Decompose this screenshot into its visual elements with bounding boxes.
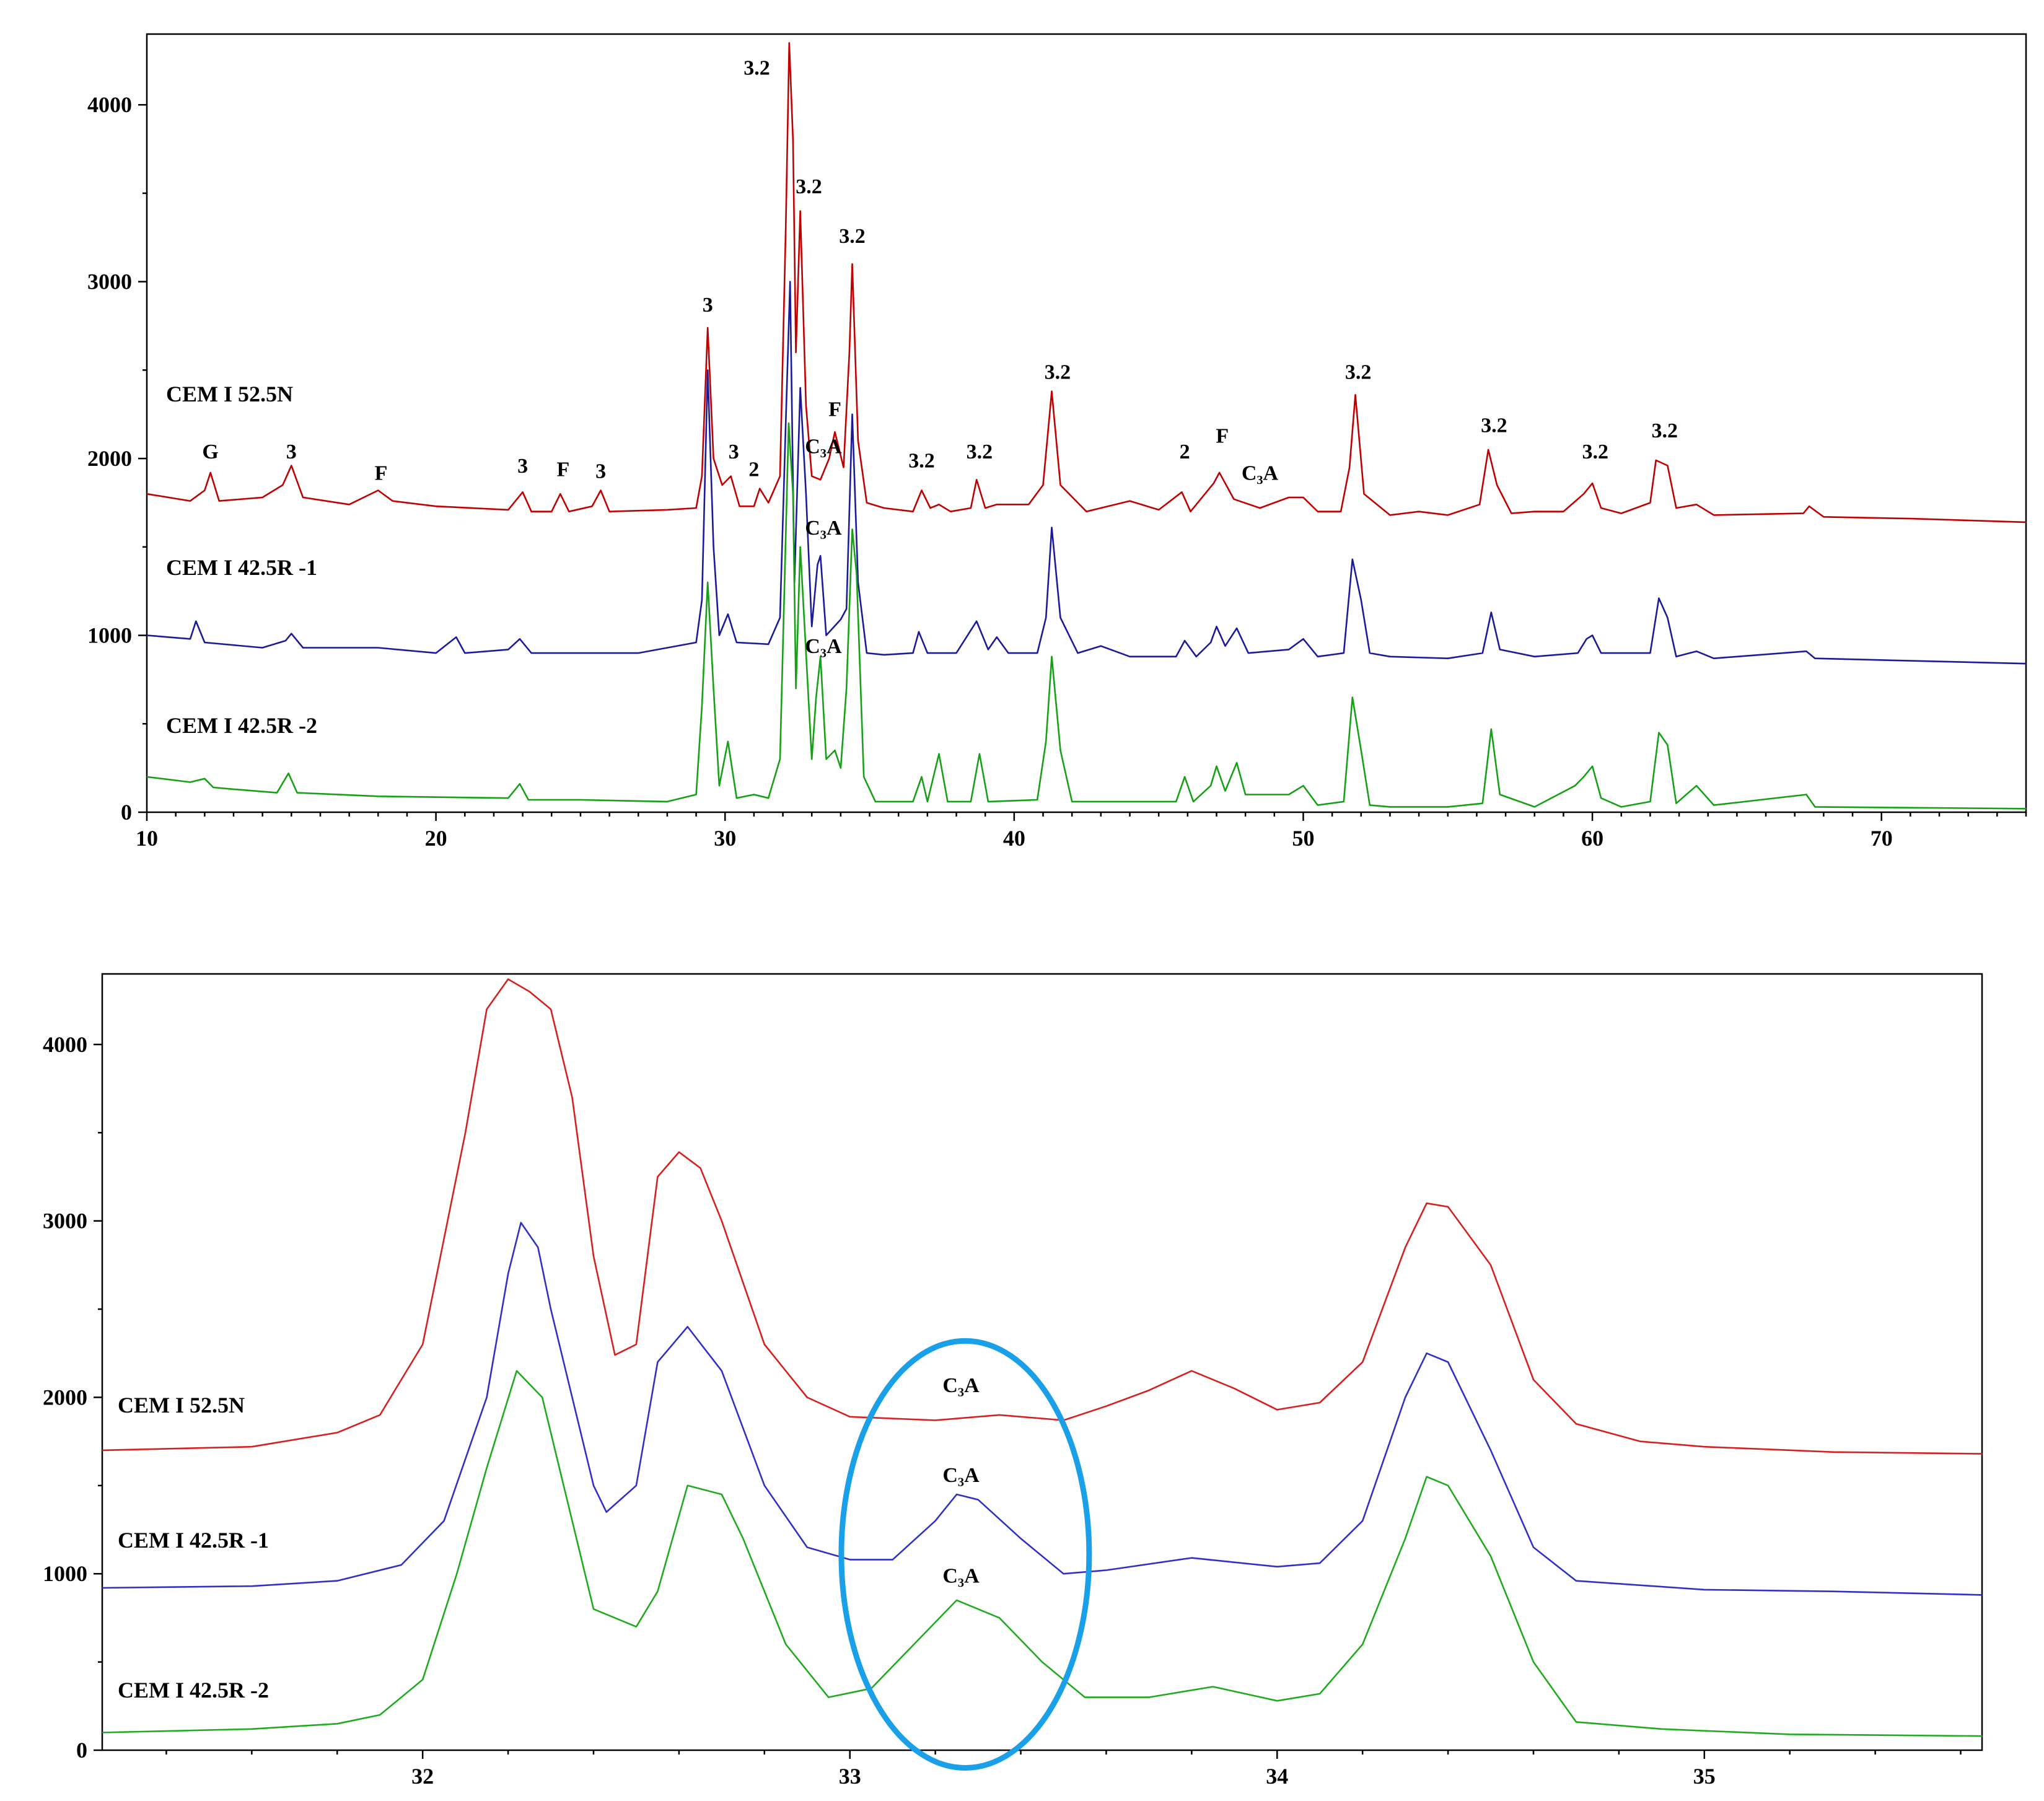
y-tick-label: 0 [76,1738,87,1763]
x-tick-label: 10 [136,826,158,851]
series-label: CEM I 42.5R -2 [118,1678,269,1702]
chart-top-full-range: 0 1000 2000 3000 4000 10 20 30 40 50 60 70 CEM I 52.… [87,33,2027,851]
peak-annotation: C₃A [1242,462,1279,484]
x-tick-label: 34 [1266,1764,1288,1789]
y-tick-label: 2000 [43,1385,87,1409]
y-tick-label: 4000 [87,92,132,117]
peak-annotation: 3 [729,440,739,463]
series-trace-1 [146,42,2027,524]
y-tick-label: 2000 [87,446,132,471]
x-tick-label: 20 [425,826,447,851]
plot-frame [146,33,2027,813]
peak-annotation: C₃A [805,517,842,540]
x-tick-label: 30 [714,826,736,851]
peak-annotation: 2 [748,458,759,481]
y-tick-label: 3000 [43,1209,87,1234]
series-trace-3 [146,422,2027,810]
y-tick-label: 1000 [87,623,132,648]
series-label: CEM I 52.5N [166,382,293,406]
series-trace-2 [102,1222,1983,1596]
x-tick-label: 32 [411,1764,434,1789]
peak-annotation: 3.2 [908,449,935,472]
peak-annotation: F [1216,424,1229,447]
series-label: CEM I 42.5R -2 [166,713,317,738]
peak-annotation: 3 [517,455,528,478]
series-label: CEM I 42.5R -1 [166,555,317,580]
x-tick-label: 70 [1871,826,1893,851]
peak-annotation: F [828,398,841,421]
series-label: CEM I 52.5N [118,1393,245,1418]
x-tick-label: 60 [1581,826,1603,851]
peak-annotation: 3.2 [839,225,866,248]
peak-annotation: 3.2 [967,440,993,463]
x-tick-label: 33 [839,1764,861,1789]
c3a-highlight-ellipse [838,1338,1092,1771]
peak-annotation: 3 [286,440,297,463]
y-tick-label: 3000 [87,269,132,294]
peak-annotation: 3.2 [1345,361,1372,384]
peak-annotation: C₃A [805,436,842,458]
peak-annotation: C₃A [942,1464,980,1487]
peak-annotation: C₃A [942,1374,980,1397]
chart-bottom-zoom: 0 1000 2000 3000 4000 32 33 34 35 CEM I 52.5N CEM … [43,973,1983,1789]
peak-annotation: G [202,440,218,463]
x-tick-label: 35 [1693,1764,1716,1789]
y-tick-label: 1000 [43,1561,87,1586]
peak-annotation: 3.2 [1651,419,1678,442]
y-tick-label: 4000 [43,1032,87,1057]
peak-annotation: 3 [595,460,606,483]
plot-frame [101,973,1983,1751]
peak-annotation: 3.2 [1582,440,1608,463]
series-trace-1 [102,978,1983,1455]
x-tick-label: 50 [1292,826,1314,851]
peak-annotation: F [557,458,570,481]
peak-annotation: 3.2 [1045,361,1071,384]
peak-annotation: 3.2 [1481,414,1507,437]
series-label: CEM I 42.5R -1 [118,1528,269,1553]
x-tick-label: 40 [1003,826,1025,851]
peak-annotation: 3.2 [796,175,822,198]
peak-annotation: F [375,462,388,484]
y-tick-label: 0 [121,800,132,825]
peak-annotation: 2 [1180,440,1190,463]
peak-annotation: 3 [703,294,713,317]
peak-annotation: 3.2 [743,57,770,80]
series-trace-2 [146,281,2027,665]
peak-annotation: C₃A [942,1564,980,1587]
series-trace-3 [102,1370,1983,1737]
peak-annotation: C₃A [805,635,842,658]
